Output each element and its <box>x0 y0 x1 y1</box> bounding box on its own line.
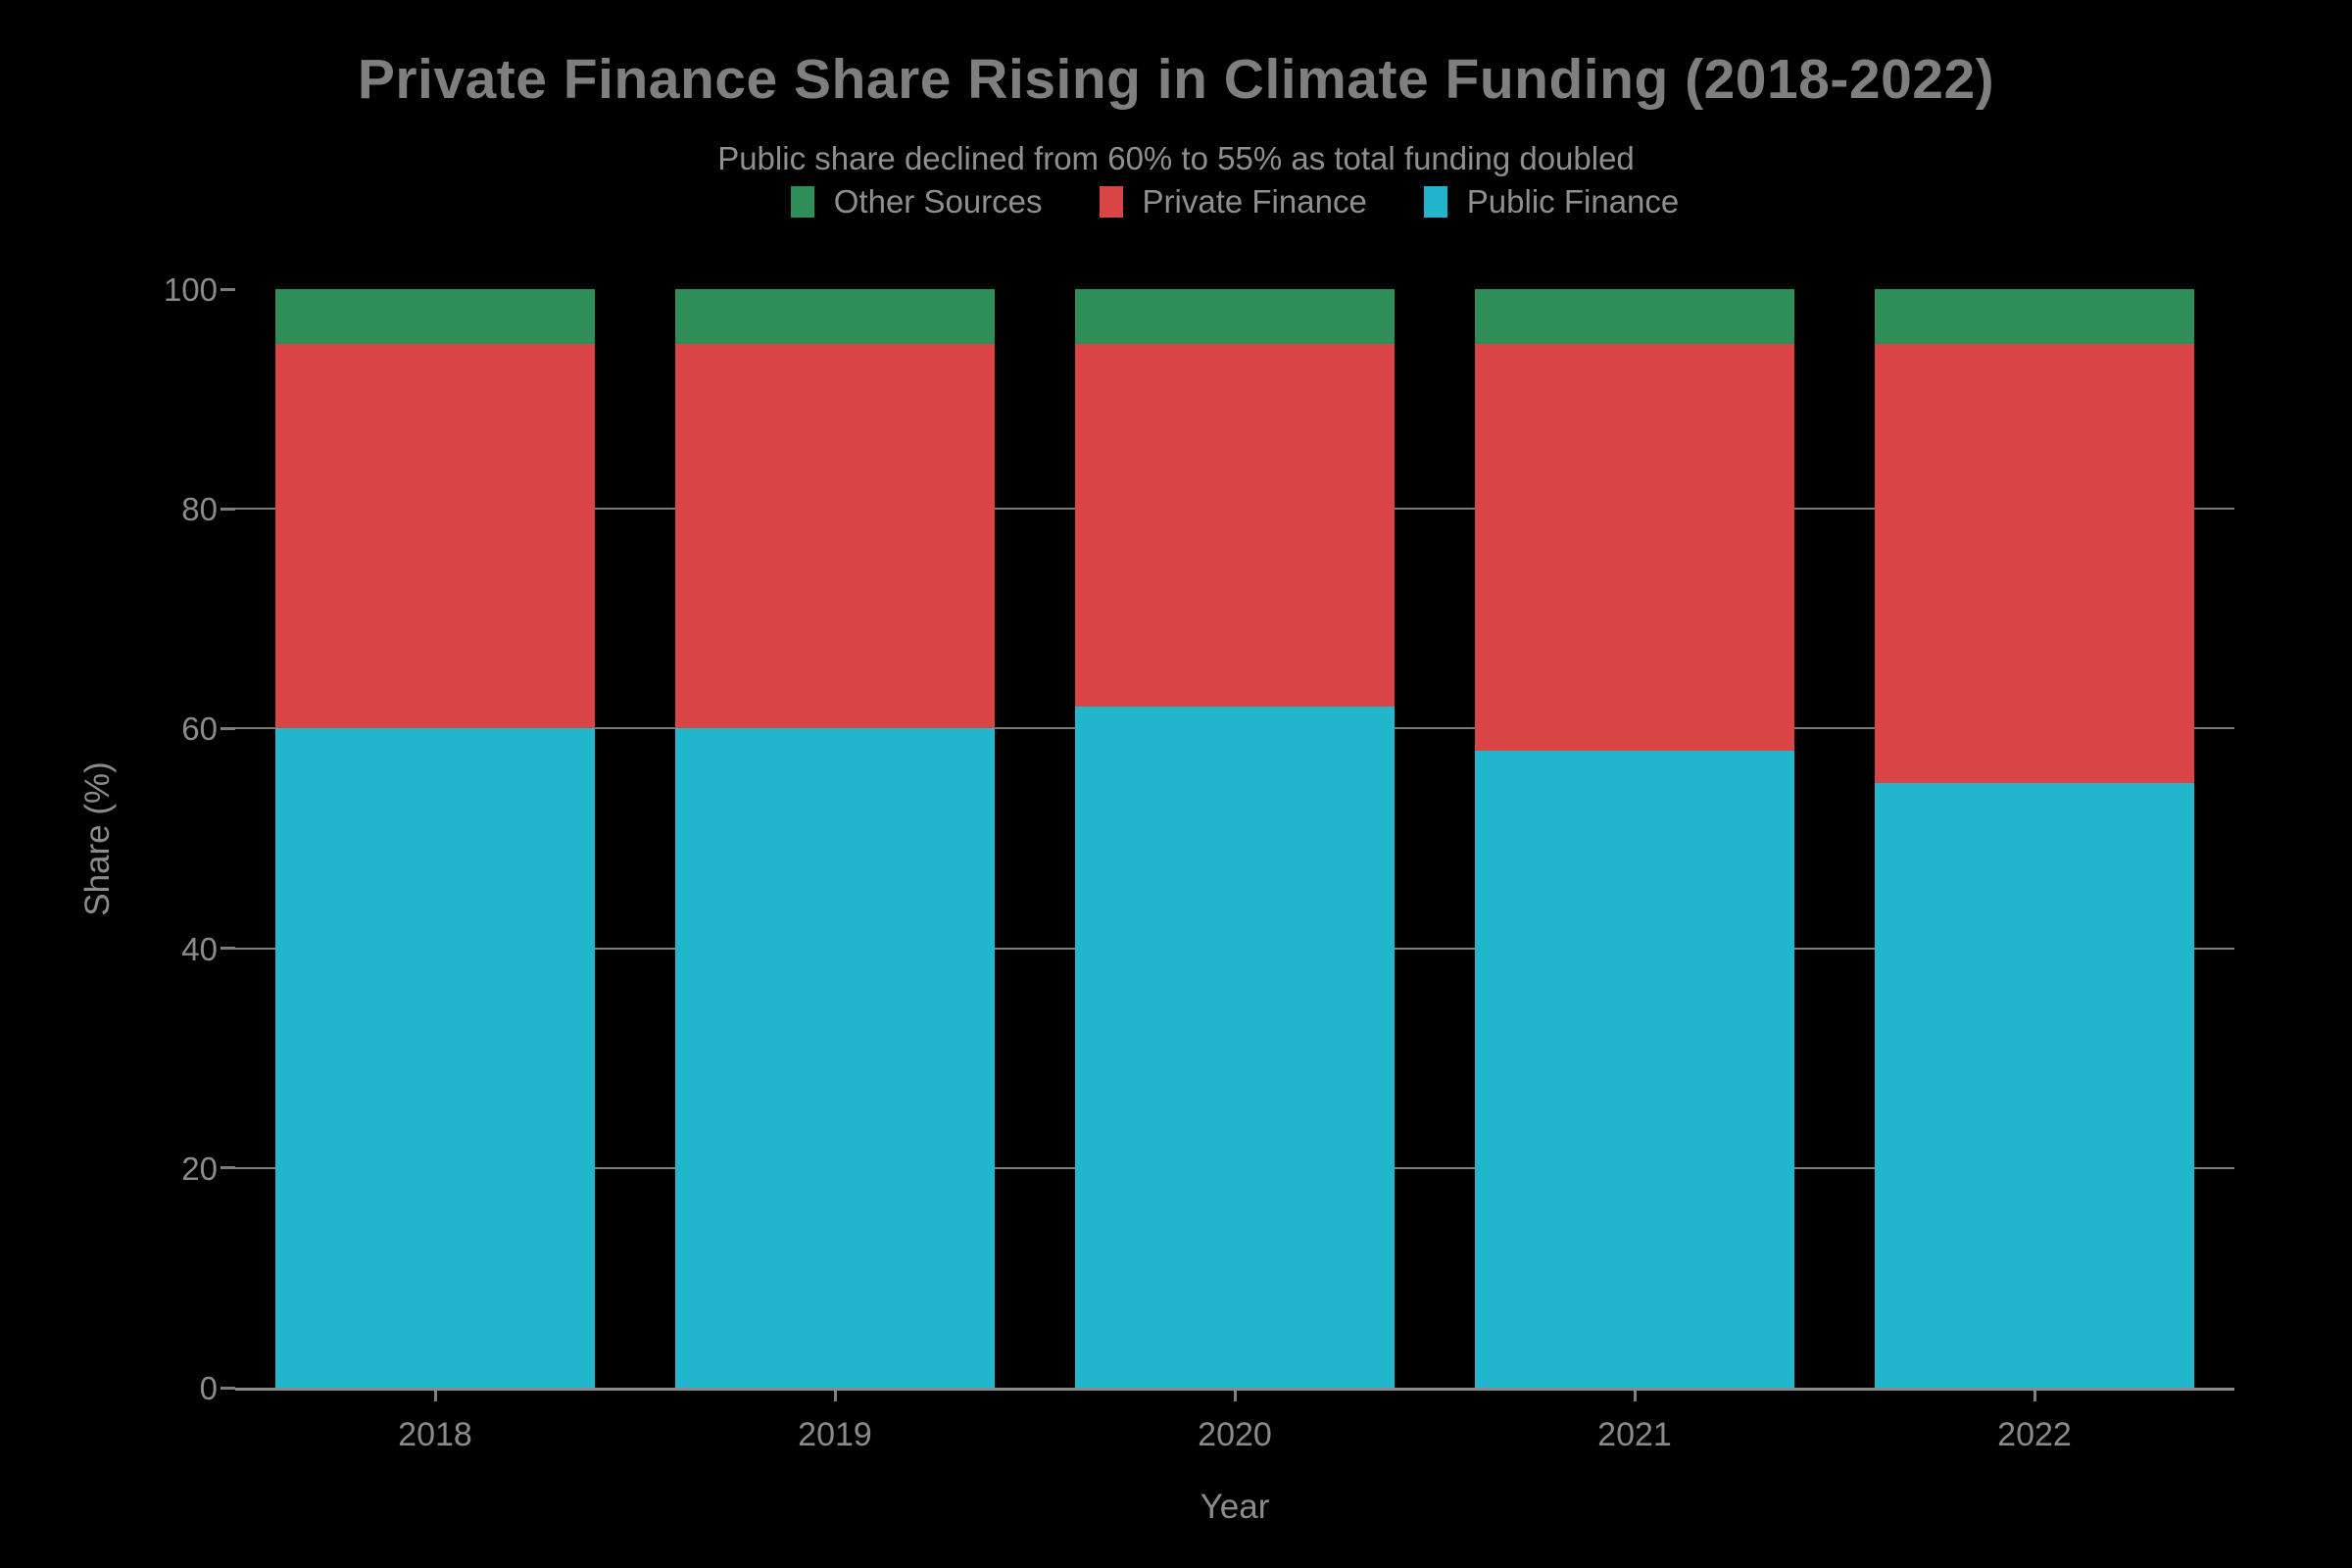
bar-segment-2018-private-finance[interactable] <box>274 344 596 729</box>
x-tick-label-2020: 2020 <box>1198 1416 1272 1453</box>
bar-segment-2020-private-finance[interactable] <box>1074 344 1396 707</box>
legend-item-label: Other Sources <box>833 183 1043 220</box>
y-tick-label-60: 60 <box>181 710 218 748</box>
y-tick-80 <box>220 507 235 511</box>
y-tick-0 <box>220 1386 235 1390</box>
plot-area: 0 20 40 60 80 100 2018 2019 2020 2021 2022 <box>164 273 2234 1453</box>
x-tick-2021 <box>1633 1391 1637 1401</box>
legend: Other Sources Private Finance Public Finan… <box>235 182 2234 221</box>
y-tick-60 <box>220 726 235 730</box>
chart-title: Private Finance Share Rising in Climate … <box>357 48 1995 111</box>
y-tick-40 <box>220 947 235 951</box>
bar-2020 <box>1074 289 1396 1388</box>
bar-2022 <box>1874 289 2195 1388</box>
legend-item-label: Private Finance <box>1142 183 1367 220</box>
bar-segment-2021-other-sources[interactable] <box>1474 289 1795 345</box>
x-tick-2020 <box>1233 1391 1237 1401</box>
x-tick-label-2019: 2019 <box>798 1416 872 1453</box>
y-tick-label-0: 0 <box>199 1370 218 1406</box>
bar-segment-2018-public-finance[interactable] <box>274 728 596 1388</box>
y-tick-label-80: 80 <box>181 491 218 528</box>
y-tick-label-100: 100 <box>163 271 218 308</box>
bar-segment-2020-public-finance[interactable] <box>1074 706 1396 1388</box>
y-tick-label-40: 40 <box>181 930 218 967</box>
bar-segment-2018-other-sources[interactable] <box>274 289 596 345</box>
bar-2021 <box>1474 289 1795 1388</box>
x-tick-label-2022: 2022 <box>1997 1416 2072 1453</box>
x-axis-line <box>235 1388 2234 1391</box>
bar-segment-2022-public-finance[interactable] <box>1874 783 2195 1388</box>
bar-segment-2019-public-finance[interactable] <box>674 728 996 1388</box>
bar-segment-2020-other-sources[interactable] <box>1074 289 1396 345</box>
chart-subtitle: Public share declined from 60% to 55% as… <box>717 140 1635 176</box>
bar-2018 <box>274 289 596 1388</box>
x-tick-label-2018: 2018 <box>398 1416 472 1453</box>
bar-segment-2021-public-finance[interactable] <box>1474 750 1795 1388</box>
x-axis-title: Year <box>1200 1488 1270 1526</box>
bar-2019 <box>674 289 996 1388</box>
bar-segment-2019-other-sources[interactable] <box>674 289 996 345</box>
legend-swatch-icon <box>1099 186 1123 218</box>
bar-segment-2021-private-finance[interactable] <box>1474 344 1795 751</box>
bar-segment-2019-private-finance[interactable] <box>674 344 996 729</box>
x-tick-2018 <box>433 1391 437 1401</box>
y-axis-title: Share (%) <box>78 761 117 916</box>
bar-segment-2022-other-sources[interactable] <box>1874 289 2195 345</box>
bar-segment-2022-private-finance[interactable] <box>1874 344 2195 784</box>
x-tick-2022 <box>2033 1391 2036 1401</box>
x-tick-label-2021: 2021 <box>1597 1416 1672 1453</box>
legend-item-private-finance[interactable]: Private Finance <box>1099 183 1367 220</box>
legend-item-public-finance[interactable]: Public Finance <box>1423 183 1680 220</box>
y-tick-20 <box>220 1166 235 1170</box>
legend-item-other-sources[interactable]: Other Sources <box>790 183 1043 220</box>
legend-item-label: Public Finance <box>1466 183 1680 220</box>
x-tick-2019 <box>833 1391 837 1401</box>
legend-swatch-icon <box>1423 186 1447 218</box>
legend-swatch-icon <box>790 186 814 218</box>
y-tick-100 <box>220 287 235 291</box>
y-tick-label-20: 20 <box>181 1150 218 1187</box>
